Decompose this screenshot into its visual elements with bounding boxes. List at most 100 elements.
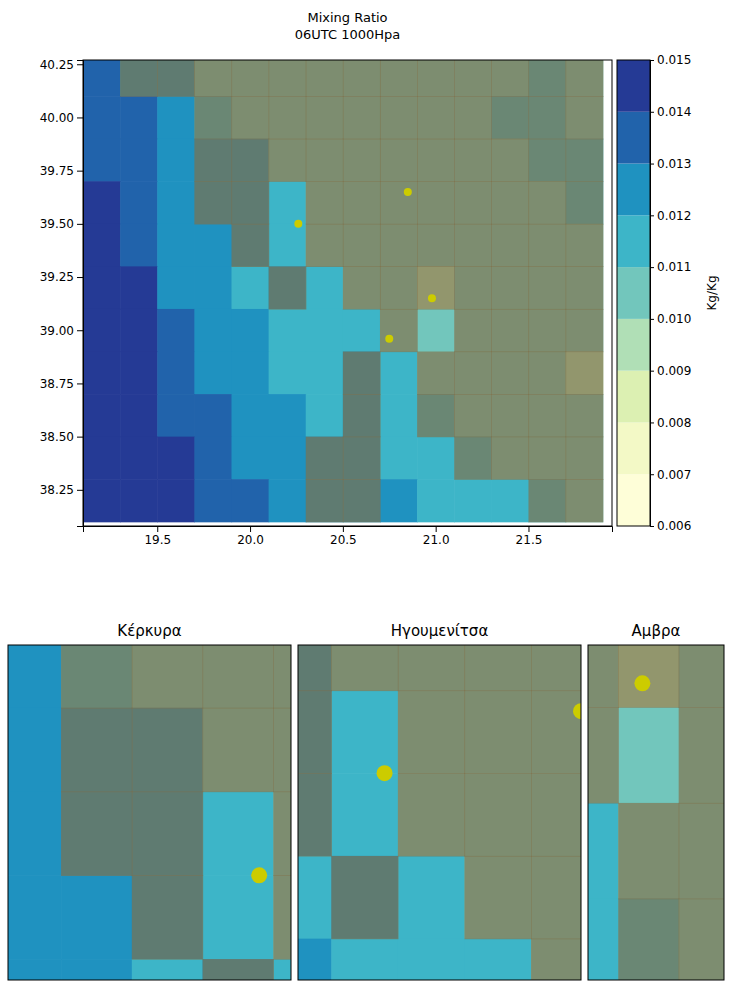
cell <box>331 773 398 856</box>
land <box>491 394 529 437</box>
land <box>306 224 344 267</box>
station-point <box>573 703 581 719</box>
tick: 20.5 <box>330 526 357 547</box>
tick: 20.0 <box>237 526 264 547</box>
cell <box>679 645 724 708</box>
cell <box>464 856 531 939</box>
tick: 0.011 <box>650 260 691 274</box>
cell <box>454 139 492 182</box>
tick-label: 20.0 <box>237 533 264 547</box>
cell <box>380 96 418 139</box>
inset-title: Ηγουμενίτσα <box>391 622 489 640</box>
land <box>454 60 492 97</box>
land <box>588 707 619 803</box>
cell <box>331 939 398 980</box>
cell <box>194 224 232 267</box>
cell <box>566 479 604 522</box>
cell <box>61 708 132 792</box>
cell <box>269 139 307 182</box>
cell <box>454 60 492 97</box>
cell <box>306 60 344 97</box>
cell <box>298 773 332 856</box>
cell <box>380 309 418 352</box>
tick: 0.014 <box>650 105 691 119</box>
land <box>306 60 344 97</box>
land <box>269 96 307 139</box>
land <box>491 224 529 267</box>
cell <box>306 437 344 480</box>
cell <box>588 707 619 803</box>
cell <box>531 939 581 980</box>
station-point <box>634 675 650 691</box>
cell <box>120 437 158 480</box>
tick: 38.50 <box>40 430 83 444</box>
cell <box>464 690 531 773</box>
tick: 21.0 <box>423 526 450 547</box>
tick: 0.008 <box>650 416 691 430</box>
land <box>531 856 581 939</box>
cell <box>231 224 269 267</box>
cell <box>132 645 203 708</box>
land <box>273 875 291 959</box>
tick-mark <box>77 117 83 118</box>
cell <box>157 266 195 309</box>
cell <box>231 60 269 97</box>
land <box>618 645 679 708</box>
cell <box>269 224 307 267</box>
tick-label: 39.00 <box>40 324 74 338</box>
tick-label: 21.5 <box>516 533 543 547</box>
tick-mark <box>650 474 654 475</box>
cell <box>120 352 158 395</box>
tick-label: 39.75 <box>40 164 74 178</box>
cell <box>343 437 381 480</box>
tick-label: 40.25 <box>40 58 74 72</box>
tick-label: 0.009 <box>657 364 691 378</box>
cell <box>380 60 418 97</box>
cell <box>120 479 158 522</box>
land <box>491 437 529 480</box>
cell <box>8 645 62 708</box>
land <box>528 479 566 522</box>
cell <box>231 394 269 437</box>
cell <box>269 60 307 97</box>
cell <box>194 309 232 352</box>
land <box>306 181 344 224</box>
cell <box>417 437 455 480</box>
cell <box>157 224 195 267</box>
cell <box>120 266 158 309</box>
land <box>231 139 269 182</box>
land <box>269 139 307 182</box>
cell <box>83 60 121 97</box>
cell <box>61 645 132 708</box>
tick-mark <box>77 437 83 438</box>
cell <box>306 224 344 267</box>
cell <box>588 899 619 980</box>
cell <box>528 96 566 139</box>
cell <box>203 645 274 708</box>
cell <box>398 645 465 691</box>
land <box>566 181 604 224</box>
land <box>566 437 604 480</box>
land <box>491 96 529 139</box>
plot-area <box>588 645 724 980</box>
cell <box>269 181 307 224</box>
cell <box>380 224 418 267</box>
cell <box>157 479 195 522</box>
cell <box>132 959 203 980</box>
tick: 39.50 <box>40 217 83 231</box>
cell <box>417 181 455 224</box>
tick-mark <box>650 112 654 113</box>
cell <box>83 181 121 224</box>
tick-label: 0.013 <box>657 157 691 171</box>
inset: Ηγουμενίτσα <box>0 442 729 986</box>
cell <box>61 959 132 980</box>
station-point <box>251 867 267 883</box>
cell <box>331 645 398 691</box>
land <box>298 773 332 856</box>
land <box>194 60 232 97</box>
tick: 39.25 <box>40 270 83 284</box>
land <box>566 479 604 522</box>
land <box>273 792 291 876</box>
land <box>343 224 381 267</box>
cell <box>464 939 531 980</box>
